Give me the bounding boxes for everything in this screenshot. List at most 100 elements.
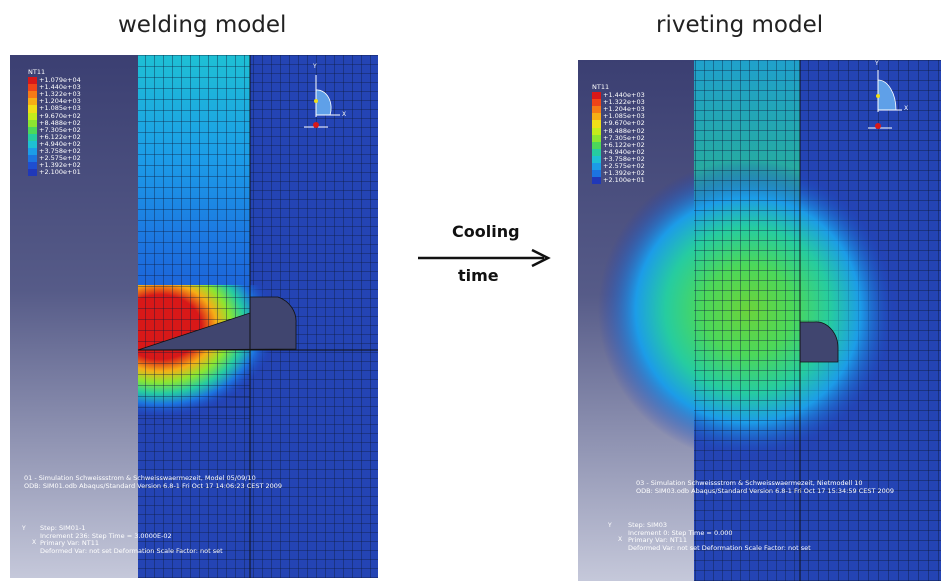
legend-row: +1.392e+02 <box>28 161 81 170</box>
legend-value: +1.440e+03 <box>603 91 645 100</box>
legend-value: +2.575e+02 <box>603 162 645 171</box>
legend-swatch <box>592 148 601 156</box>
legend-value: +2.100e+01 <box>603 176 645 185</box>
legend-value: +9.670e+02 <box>603 119 645 128</box>
small-triad-y: Y <box>22 525 26 532</box>
legend-swatch <box>28 77 37 85</box>
legend-swatch <box>592 99 601 107</box>
arrow-right-icon <box>418 248 551 268</box>
weld-notch <box>137 296 297 351</box>
riveting-model-panel: Y X NT11 +1.440e+03 +1.322e+03 +1.204e+03 +… <box>578 60 941 581</box>
legend-swatch <box>592 141 601 149</box>
legend-row: +2.575e+02 <box>28 154 81 163</box>
legend-value: +3.758e+02 <box>603 154 645 163</box>
legend-value: +9.670e+02 <box>39 111 81 120</box>
odb-line: ODB: SIM03.odb Abaqus/Standard Version 6… <box>636 486 895 495</box>
legend-swatch <box>28 105 37 113</box>
legend-row: +3.758e+02 <box>28 147 81 156</box>
axis-x-label: X <box>904 105 909 112</box>
model-info-left: 01 - Simulation Schweissstrom & Schweiss… <box>24 474 283 490</box>
legend-row: +9.670e+02 <box>592 119 645 128</box>
legend-value: +1.392e+02 <box>603 169 645 178</box>
legend-swatch <box>592 92 601 100</box>
legend-row: +1.322e+03 <box>592 99 645 107</box>
legend-value: +7.305e+02 <box>39 125 81 134</box>
legend-value: +4.940e+02 <box>39 139 81 148</box>
legend-swatch <box>592 113 601 121</box>
primary-var-line: Primary Var: NT11 <box>40 539 100 547</box>
legend-swatch <box>592 106 601 114</box>
legend-swatch <box>28 112 37 120</box>
legend-row: +4.940e+02 <box>592 147 645 156</box>
legend-swatch <box>28 84 37 92</box>
legend-swatch <box>592 177 601 185</box>
riveting-model-title: riveting model <box>656 12 824 38</box>
legend-row: +2.100e+01 <box>592 176 645 185</box>
step-line: Step: SIM01-1 <box>40 524 86 532</box>
axis-x-label: X <box>342 111 347 118</box>
legend-swatch <box>28 162 37 170</box>
increment-line: Increment 236: Step Time = 3.0000E-02 <box>40 531 172 540</box>
legend-row: +2.575e+02 <box>592 162 645 171</box>
model-line: 03 - Simulation Schweissstrom & Schweiss… <box>636 479 863 487</box>
model-line: 01 - Simulation Schweissstrom & Schweiss… <box>24 474 256 482</box>
legend-value: +2.575e+02 <box>39 154 81 163</box>
legend-swatch <box>28 169 37 177</box>
legend-left: NT11 +1.079e+04 +1.440e+03 +1.322e+03 +1.20… <box>28 68 81 177</box>
legend-row: +1.085e+03 <box>28 104 81 113</box>
legend-row: +8.488e+02 <box>592 127 645 135</box>
model-info-right: 03 - Simulation Schweissstrom & Schweiss… <box>636 479 895 495</box>
legend-value: +1.085e+03 <box>603 112 645 121</box>
legend-row: +7.305e+02 <box>28 125 81 134</box>
legend-row: +2.100e+01 <box>28 168 81 177</box>
legend-value: +6.122e+02 <box>603 140 645 149</box>
legend-value: +1.079e+04 <box>39 76 81 85</box>
legend-swatch <box>28 91 37 99</box>
arrow-label-cooling: Cooling <box>452 222 520 241</box>
legend-swatch <box>592 163 601 171</box>
legend-swatch <box>592 155 601 164</box>
deformed-var-line: Deformed Var: not set Deformation Scale … <box>40 546 223 555</box>
riveting-mesh-svg <box>598 60 941 581</box>
small-triad-x: X <box>32 539 37 546</box>
legend-value: +3.758e+02 <box>39 147 81 156</box>
legend-row: +4.940e+02 <box>28 139 81 149</box>
legend-value: +1.440e+03 <box>39 83 81 92</box>
welding-model-panel: Y X NT11 +1.079e+04 +1.440e+03 +1.322e+03 +… <box>10 55 378 578</box>
small-triad-y: Y <box>608 522 612 529</box>
legend-swatch <box>592 127 601 135</box>
legend-title: NT11 <box>592 83 610 91</box>
arrow-label-time: time <box>458 266 499 285</box>
legend-row: +1.440e+03 <box>592 91 645 100</box>
welding-model-title: welding model <box>118 12 287 38</box>
legend-row: +9.670e+02 <box>28 111 81 120</box>
axis-triad-icon <box>868 70 902 129</box>
cooling-arrow: Cooling time <box>412 222 552 292</box>
legend-row: +6.122e+02 <box>592 140 645 149</box>
legend-row: +1.440e+03 <box>28 83 81 92</box>
legend-swatch <box>28 140 37 149</box>
legend-swatch <box>28 155 37 163</box>
legend-row: +1.085e+03 <box>592 112 645 121</box>
legend-value: +1.392e+02 <box>39 161 81 170</box>
legend-swatch <box>592 170 601 178</box>
welding-mesh-svg <box>137 55 378 578</box>
legend-row: +1.079e+04 <box>28 76 81 85</box>
legend-value: +1.322e+03 <box>39 90 81 99</box>
rivet-notch <box>799 321 839 363</box>
legend-row: +6.122e+02 <box>28 132 81 141</box>
legend-value: +6.122e+02 <box>39 132 81 141</box>
legend-value: +1.085e+03 <box>39 104 81 113</box>
legend-swatch <box>28 119 37 127</box>
step-line: Step: SIM03 <box>628 521 667 529</box>
step-info-left: Step: SIM01-1 Increment 236: Step Time =… <box>40 524 223 555</box>
legend-row: +3.758e+02 <box>592 154 645 164</box>
legend-title: NT11 <box>28 68 46 76</box>
odb-line: ODB: SIM01.odb Abaqus/Standard Version 6… <box>24 481 283 490</box>
legend-row: +1.204e+03 <box>28 98 81 106</box>
legend-swatch <box>28 98 37 106</box>
primary-var-line: Primary Var: NT11 <box>628 536 688 544</box>
legend-value: +4.940e+02 <box>603 147 645 156</box>
legend-row: +1.204e+03 <box>592 106 645 114</box>
legend-value: +2.100e+01 <box>39 168 81 177</box>
